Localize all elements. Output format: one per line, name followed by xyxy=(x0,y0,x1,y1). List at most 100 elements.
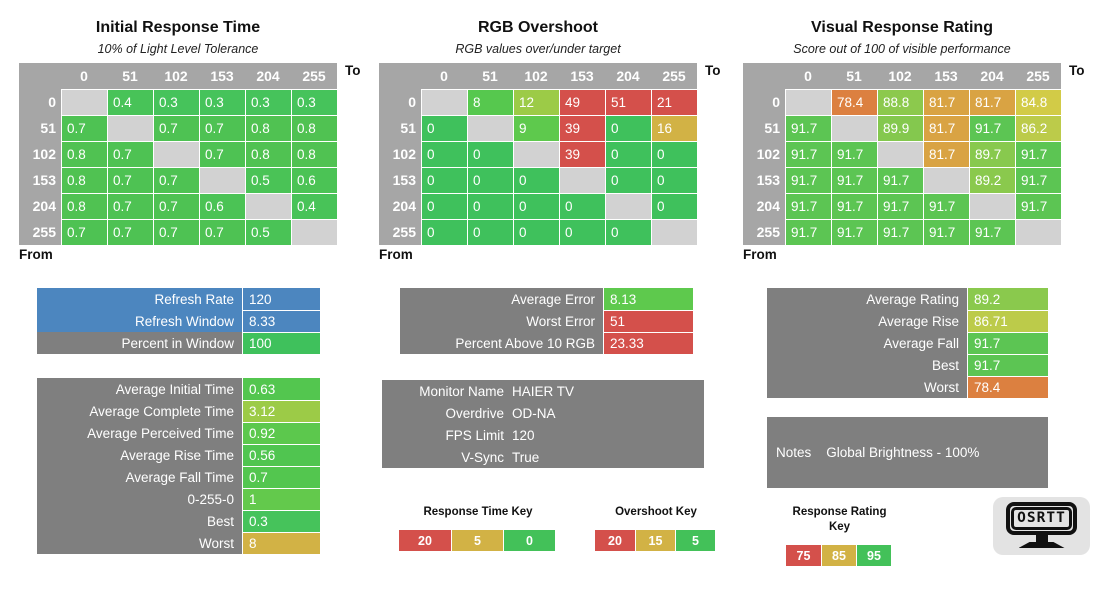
heatmap-cell: 0 xyxy=(421,115,467,141)
heatmap-subtitle: 10% of Light Level Tolerance xyxy=(97,42,259,56)
heatmap-diagonal-cell xyxy=(291,219,337,245)
axis-to-label: To xyxy=(705,63,721,78)
notes-text: Global Brightness - 100% xyxy=(826,445,980,460)
row-header-cell: 0 xyxy=(19,89,61,115)
heatmap-cell: 0.8 xyxy=(291,115,337,141)
heatmap-diagonal-cell xyxy=(421,89,467,115)
heatmap-cell: 91.7 xyxy=(831,219,877,245)
heatmap-cell: 0.6 xyxy=(199,193,245,219)
monitor-info-table: Monitor Name HAIER TV Overdrive OD-NA FPS Li… xyxy=(382,380,704,468)
summary-value: 0.3 xyxy=(242,510,320,532)
heatmap-cell: 91.7 xyxy=(1015,193,1061,219)
row-header-cell: 102 xyxy=(19,141,61,167)
summary-value: 89.2 xyxy=(967,288,1048,310)
heatmap-cell: 0.4 xyxy=(291,193,337,219)
summary-value: 86.71 xyxy=(967,310,1048,332)
column-header-cell: 153 xyxy=(199,63,245,89)
heatmap-cell: 39 xyxy=(559,141,605,167)
row-header-cell: 255 xyxy=(19,219,61,245)
heatmap-cell: 0 xyxy=(651,141,697,167)
summary-value: 51 xyxy=(603,310,693,332)
heatmap-cell: 0 xyxy=(467,167,513,193)
row-header-cell: 204 xyxy=(743,193,785,219)
heatmap-cell: 51 xyxy=(605,89,651,115)
monitor-info-row: Overdrive OD-NA xyxy=(382,402,704,424)
summary-label: Best xyxy=(767,354,967,376)
heatmap-cell: 91.7 xyxy=(877,167,923,193)
summary-label: Best xyxy=(37,510,242,532)
monitor-icon-stand xyxy=(1035,535,1048,542)
key-cell: 20 xyxy=(595,530,635,551)
key-title: Response Rating Key xyxy=(792,506,887,533)
axis-from-label: From xyxy=(19,247,53,262)
heatmap-cell: 0.7 xyxy=(107,167,153,193)
monitor-info-value: OD-NA xyxy=(512,405,556,421)
heatmap-cell: 0.8 xyxy=(245,115,291,141)
heatmap-cell: 0.3 xyxy=(153,89,199,115)
summary-label: Average Error xyxy=(400,288,603,310)
key-cell: 75 xyxy=(786,545,821,566)
summary-label: Average Fall xyxy=(767,332,967,354)
axis-from-label: From xyxy=(379,247,413,262)
row-header-cell: 0 xyxy=(743,89,785,115)
summary-value: 8 xyxy=(242,532,320,554)
heatmap-cell: 0 xyxy=(513,219,559,245)
heatmap-cell: 0.7 xyxy=(199,115,245,141)
heatmap-cell: 12 xyxy=(513,89,559,115)
key-cell: 0 xyxy=(503,530,555,551)
heatmap-diagonal-cell xyxy=(831,115,877,141)
heatmap-cell: 91.7 xyxy=(1015,141,1061,167)
key-bar: 20 5 0 xyxy=(399,530,557,551)
heatmap-cell: 91.7 xyxy=(831,167,877,193)
summary-value: 8.33 xyxy=(242,310,320,332)
heatmap-cell: 0.3 xyxy=(199,89,245,115)
column-header-cell: 0 xyxy=(421,63,467,89)
summary-row: Average Initial Time 0.63 xyxy=(37,378,320,400)
row-header-cell: 255 xyxy=(743,219,785,245)
heatmap-cell: 89.2 xyxy=(969,167,1015,193)
heatmap-subtitle: RGB values over/under target xyxy=(455,42,621,56)
summary-value: 0.63 xyxy=(242,378,320,400)
heatmap-cell: 91.7 xyxy=(877,193,923,219)
summary-value: 0.92 xyxy=(242,422,320,444)
monitor-info-value: True xyxy=(512,449,540,465)
heatmap-grid: 0 51 102 153 204 255 0 78.4 88.8 81.7 81.7 84.8 51 91… xyxy=(743,63,1061,245)
heatmap-title: Initial Response Time xyxy=(95,19,261,36)
heatmap-diagonal-cell xyxy=(969,193,1015,219)
column-header-cell: 153 xyxy=(923,63,969,89)
heatmap-cell: 0.8 xyxy=(291,141,337,167)
heatmap-initial-response-time: Initial Response Time 10% of Light Level … xyxy=(19,16,361,264)
key-title: Response Time Key xyxy=(423,506,533,518)
row-header-cell: 153 xyxy=(379,167,421,193)
heatmap-cell: 0.3 xyxy=(291,89,337,115)
monitor-info-label: Overdrive xyxy=(445,405,504,421)
summary-label: 0-255-0 xyxy=(37,488,242,510)
summary-row: Average Complete Time 3.12 xyxy=(37,400,320,422)
heatmap-cell: 0.7 xyxy=(199,141,245,167)
heatmap-cell: 8 xyxy=(467,89,513,115)
heatmap-cell: 91.7 xyxy=(969,219,1015,245)
heatmap-diagonal-cell xyxy=(61,89,107,115)
heatmap-cell: 0.6 xyxy=(291,167,337,193)
heatmap-diagonal-cell xyxy=(559,167,605,193)
heatmap-diagonal-cell xyxy=(513,141,559,167)
summary-value: 8.13 xyxy=(603,288,693,310)
heatmap-cell: 81.7 xyxy=(923,115,969,141)
heatmap-diagonal-cell xyxy=(651,219,697,245)
column-header-cell: 102 xyxy=(513,63,559,89)
heatmap-cell: 81.7 xyxy=(923,89,969,115)
axis-from-label: From xyxy=(743,247,777,262)
row-header-cell: 0 xyxy=(379,89,421,115)
heatmap-diagonal-cell xyxy=(923,167,969,193)
heatmap-cell: 0.7 xyxy=(153,219,199,245)
summary-row: Refresh Window 8.33 xyxy=(37,310,320,332)
column-header-cell: 51 xyxy=(831,63,877,89)
heatmap-cell: 21 xyxy=(651,89,697,115)
heatmap-cell: 91.7 xyxy=(785,115,831,141)
key-cell: 15 xyxy=(635,530,675,551)
response-time-summary-table: Average Initial Time 0.63 Average Complete… xyxy=(37,378,320,554)
heatmap-diagonal-cell xyxy=(605,193,651,219)
axis-to-label: To xyxy=(1069,63,1085,78)
heatmap-cell: 91.7 xyxy=(877,219,923,245)
key-cell: 20 xyxy=(399,530,451,551)
